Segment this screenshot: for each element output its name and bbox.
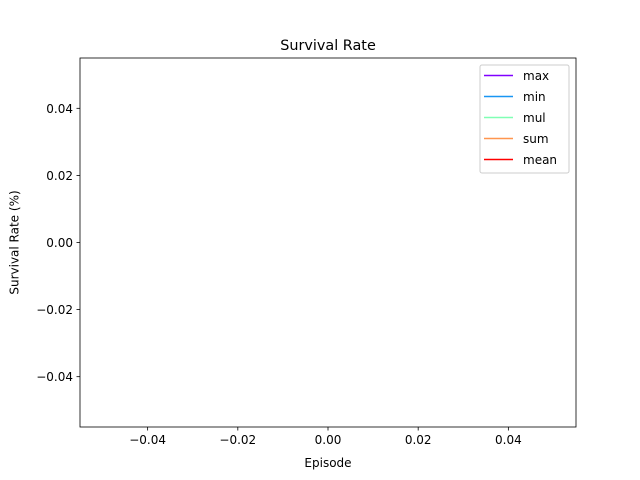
plot-area bbox=[79, 57, 577, 428]
y-tick-label: 0.02 bbox=[46, 169, 73, 183]
chart-title: Survival Rate bbox=[280, 38, 376, 54]
legend-entries: max min mul sum mean bbox=[484, 69, 557, 167]
x-axis-ticks: −0.04 −0.02 0.00 0.02 0.04 bbox=[129, 427, 522, 447]
legend-label-max: max bbox=[523, 69, 549, 83]
x-tick-label: −0.02 bbox=[219, 433, 256, 447]
legend-label-min: min bbox=[523, 90, 546, 104]
y-tick-label: −0.02 bbox=[36, 303, 73, 317]
x-tick-label: −0.04 bbox=[129, 433, 166, 447]
y-axis-label: Survival Rate (%) bbox=[8, 190, 22, 294]
x-axis-label: Episode bbox=[304, 456, 351, 470]
y-tick-label: −0.04 bbox=[36, 370, 73, 384]
x-tick-label: 0.02 bbox=[405, 433, 432, 447]
legend-label-mul: mul bbox=[523, 111, 546, 125]
x-tick-label: 0.00 bbox=[315, 433, 342, 447]
y-axis-ticks: 0.04 0.02 0.00 −0.02 −0.04 bbox=[36, 102, 80, 384]
legend: max min mul sum mean bbox=[479, 64, 570, 174]
y-tick-label: 0.04 bbox=[46, 102, 73, 116]
y-tick-label: 0.00 bbox=[46, 236, 73, 250]
legend-box bbox=[479, 64, 570, 174]
x-tick-label: 0.04 bbox=[495, 433, 522, 447]
legend-label-sum: sum bbox=[523, 132, 549, 146]
legend-label-mean: mean bbox=[523, 153, 557, 167]
